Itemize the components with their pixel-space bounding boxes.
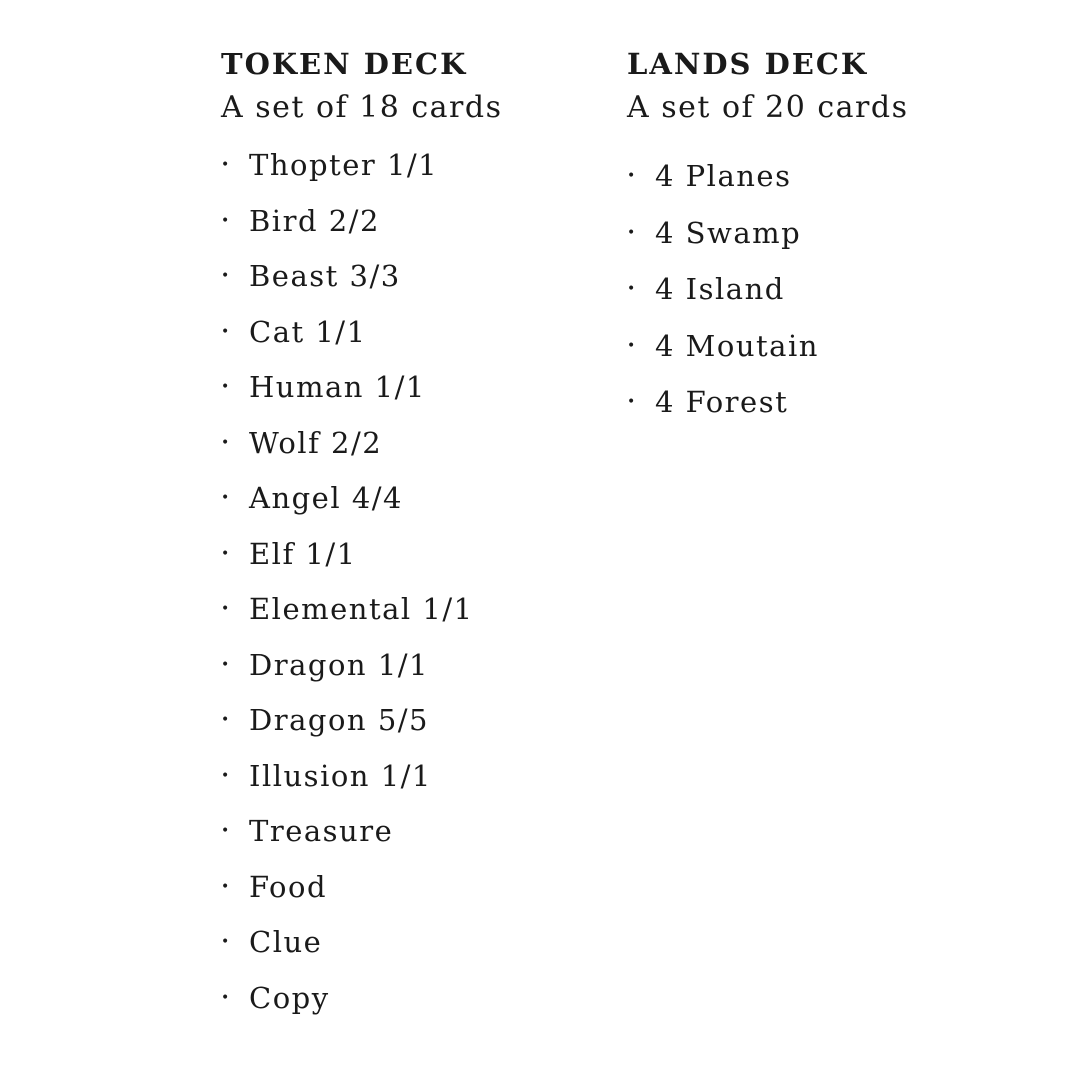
bullet-icon: • <box>221 212 231 229</box>
list-item: • Copy <box>221 971 502 1027</box>
list-item-label: Treasure <box>249 814 394 848</box>
list-item-label: 4 Planes <box>655 159 792 193</box>
bullet-icon: • <box>221 878 231 895</box>
list-item-label: Wolf 2/2 <box>249 425 383 460</box>
lands-deck-title: LANDS DECK <box>627 47 869 81</box>
list-item-label: 4 Island <box>655 272 785 306</box>
list-item-label: Food <box>249 869 328 904</box>
list-item: • Human 1/1 <box>221 360 502 416</box>
bullet-icon: • <box>221 934 231 950</box>
list-item: • 4 Island <box>627 261 908 318</box>
bullet-icon: • <box>221 379 231 395</box>
list-item-label: Illusion 1/1 <box>249 758 432 793</box>
list-item-label: 4 Moutain <box>655 328 819 363</box>
list-item: • Elf 1/1 <box>221 527 502 583</box>
bullet-icon: • <box>221 157 231 173</box>
list-item: • Angel 4/4 <box>221 471 502 527</box>
bullet-icon: • <box>627 394 637 410</box>
list-item: • 4 Moutain <box>627 318 908 375</box>
bullet-icon: • <box>221 545 231 562</box>
list-item-label: Elf 1/1 <box>249 536 357 571</box>
bullet-icon: • <box>627 337 637 354</box>
list-item-label: Clue <box>249 925 323 959</box>
list-item-label: Dragon 5/5 <box>249 703 429 737</box>
list-item: • Illusion 1/1 <box>221 749 502 805</box>
bullet-icon: • <box>221 601 231 617</box>
list-item: • Clue <box>221 915 502 971</box>
list-item-label: Beast 3/3 <box>249 259 401 293</box>
list-item-label: Thopter 1/1 <box>249 148 439 182</box>
list-item-label: Elemental 1/1 <box>249 592 474 626</box>
bullet-icon: • <box>221 323 231 340</box>
bullet-icon: • <box>221 268 231 284</box>
token-deck-list: • Thopter 1/1 • Bird 2/2 • Beast 3/3 • Cat 1/1 •… <box>221 138 502 1026</box>
token-deck-section: TOKEN DECK A set of 18 cards • Thopter 1/… <box>221 44 502 1026</box>
list-item-label: 4 Swamp <box>655 215 802 250</box>
list-item: • 4 Swamp <box>627 205 908 262</box>
list-item-label: Cat 1/1 <box>249 314 367 349</box>
bullet-icon: • <box>221 823 231 839</box>
list-item: • Treasure <box>221 804 502 860</box>
list-item-label: Angel 4/4 <box>249 481 404 515</box>
list-item-label: Dragon 1/1 <box>249 647 429 682</box>
list-item: • 4 Planes <box>627 148 908 205</box>
bullet-icon: • <box>221 656 231 673</box>
token-deck-title: TOKEN DECK <box>221 47 468 81</box>
list-item-label: 4 Forest <box>655 385 789 419</box>
list-item: • Cat 1/1 <box>221 305 502 361</box>
list-item: • Bird 2/2 <box>221 194 502 250</box>
list-item-label: Bird 2/2 <box>249 203 380 238</box>
token-deck-subtitle: A set of 18 cards <box>221 90 503 125</box>
bullet-icon: • <box>221 712 231 728</box>
list-item: • 4 Forest <box>627 374 908 431</box>
bullet-icon: • <box>627 168 637 184</box>
list-item: • Beast 3/3 <box>221 249 502 305</box>
list-item-label: Copy <box>249 980 330 1015</box>
lands-deck-section: LANDS DECK A set of 20 cards • 4 Planes • 4… <box>627 44 908 431</box>
list-item-label: Human 1/1 <box>249 370 426 404</box>
lands-deck-subtitle: A set of 20 cards <box>627 90 909 125</box>
list-item: • Dragon 5/5 <box>221 693 502 749</box>
bullet-icon: • <box>627 224 637 241</box>
bullet-icon: • <box>627 281 637 297</box>
list-item: • Elemental 1/1 <box>221 582 502 638</box>
lands-deck-list: • 4 Planes • 4 Swamp • 4 Island • 4 Moutain • 4 F… <box>627 148 908 431</box>
list-item: • Thopter 1/1 <box>221 138 502 194</box>
bullet-icon: • <box>221 490 231 506</box>
bullet-icon: • <box>221 989 231 1006</box>
bullet-icon: • <box>221 434 231 451</box>
list-item: • Dragon 1/1 <box>221 638 502 694</box>
bullet-icon: • <box>221 767 231 784</box>
list-item: • Food <box>221 860 502 916</box>
list-item: • Wolf 2/2 <box>221 416 502 472</box>
